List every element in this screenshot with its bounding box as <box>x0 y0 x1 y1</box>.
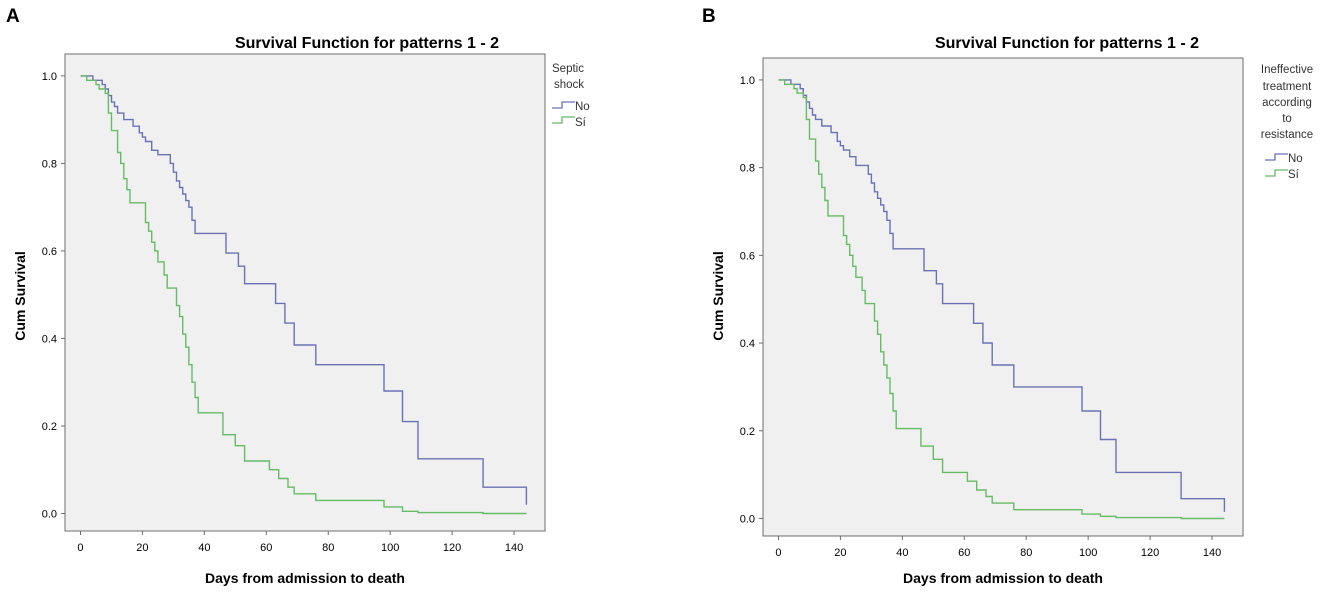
x-tick-label: 40 <box>896 547 908 559</box>
y-tick-label: 0.4 <box>740 338 755 350</box>
y-axis-label: Cum Survival <box>12 251 28 340</box>
panel-letter: A <box>6 6 20 27</box>
x-tick-label: 140 <box>1203 547 1221 559</box>
panel-letter: B <box>702 6 716 27</box>
x-tick-label: 100 <box>1079 547 1097 559</box>
x-tick-label: 100 <box>381 542 399 554</box>
x-tick-label: 0 <box>77 542 83 554</box>
legend-entry-si: Sí <box>1288 169 1300 181</box>
x-tick-label: 140 <box>505 542 523 554</box>
x-tick-label: 80 <box>1020 547 1032 559</box>
legend-entry-no: No <box>1288 153 1303 165</box>
x-axis: 0 20 40 60 80 100 120 140 <box>77 531 523 554</box>
x-axis-label: Days from admission to death <box>205 570 405 586</box>
legend: Septic shock No Sí <box>552 63 590 129</box>
survival-curves <box>778 79 1226 520</box>
survival-curve-si <box>778 79 1225 520</box>
legend-entry-no: No <box>575 101 590 113</box>
panel-a: A Survival Function for patterns 1 - 2 0… <box>6 6 590 586</box>
legend-title-line: Ineffective <box>1261 64 1313 76</box>
plot-area <box>762 57 1244 537</box>
legend-title-line: Septic <box>552 63 584 75</box>
plot-area <box>64 53 546 532</box>
legend-title-line: shock <box>554 79 584 91</box>
x-tick-label: 60 <box>958 547 970 559</box>
legend-title-line: resistance <box>1261 129 1313 141</box>
legend: Ineffective treatment according to resis… <box>1261 64 1313 181</box>
x-axis-label: Days from admission to death <box>903 570 1103 586</box>
survival-curve-no <box>778 79 1226 512</box>
y-axis: 0.0 0.2 0.4 0.6 0.8 1.0 <box>740 75 763 525</box>
x-tick-label: 40 <box>198 542 210 554</box>
y-tick-label: 0.4 <box>42 333 57 345</box>
y-tick-label: 0.2 <box>740 426 755 438</box>
chart-title: Survival Function for patterns 1 - 2 <box>935 35 1199 52</box>
x-tick-label: 60 <box>260 542 272 554</box>
survival-curves <box>80 75 528 515</box>
legend-swatch-si <box>1265 169 1288 177</box>
y-tick-label: 0.8 <box>740 163 755 175</box>
x-tick-label: 120 <box>1141 547 1159 559</box>
x-tick-label: 120 <box>443 542 461 554</box>
y-tick-label: 0.6 <box>42 246 57 258</box>
y-tick-label: 0.6 <box>740 250 755 262</box>
survival-curve-si <box>80 75 527 515</box>
y-axis: 0.0 0.2 0.4 0.6 0.8 1.0 <box>42 71 65 520</box>
survival-curve-no <box>80 75 528 505</box>
chart-title: Survival Function for patterns 1 - 2 <box>235 35 499 52</box>
x-tick-label: 0 <box>775 547 781 559</box>
x-tick-label: 80 <box>322 542 334 554</box>
legend-swatch-si <box>552 116 575 124</box>
legend-swatch-no <box>1265 153 1288 161</box>
panel-b: B Survival Function for patterns 1 - 2 0… <box>702 6 1313 586</box>
legend-entry-si: Sí <box>575 117 587 129</box>
legend-title-line: to <box>1282 113 1292 125</box>
y-tick-label: 0.8 <box>42 158 57 170</box>
y-axis-label: Cum Survival <box>710 251 726 340</box>
legend-title-line: according <box>1262 97 1312 109</box>
x-tick-label: 20 <box>834 547 846 559</box>
legend-swatch-no <box>552 101 575 109</box>
y-tick-label: 1.0 <box>740 75 755 87</box>
y-tick-label: 0.0 <box>740 513 755 525</box>
x-axis: 0 20 40 60 80 100 120 140 <box>775 536 1221 559</box>
x-tick-label: 20 <box>136 542 148 554</box>
y-tick-label: 0.0 <box>42 508 57 520</box>
legend-title-line: treatment <box>1263 81 1312 93</box>
y-tick-label: 1.0 <box>42 71 57 83</box>
y-tick-label: 0.2 <box>42 421 57 433</box>
